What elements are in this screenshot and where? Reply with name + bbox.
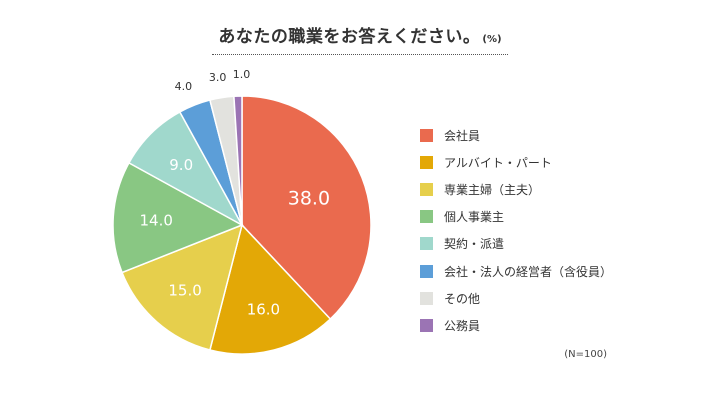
- pie-slice: [241, 95, 372, 321]
- legend-swatch: [420, 318, 433, 332]
- legend-item: 公務員: [420, 312, 612, 339]
- legend-label: 個人事業主: [444, 210, 505, 225]
- legend-swatch: [420, 156, 433, 170]
- chart-legend: 会社員アルバイト・パート 専業主婦（主夫） 個人事業主契約・派遣会社・法人の経営者（…: [420, 122, 612, 339]
- sample-size-label: (N=100): [564, 349, 607, 360]
- legend-item: 専業主婦（主夫）: [420, 176, 612, 203]
- title-dotted-rule: [212, 54, 508, 55]
- legend-swatch: [420, 237, 433, 251]
- pie-data-label: 4.0: [175, 80, 193, 93]
- pie-data-label: 9.0: [169, 156, 193, 174]
- legend-swatch: [420, 183, 433, 197]
- legend-label: その他: [444, 291, 481, 306]
- pie-slice: [121, 223, 244, 351]
- chart-title: あなたの職業をお答えください。 (%): [0, 22, 720, 55]
- legend-item: 会社・法人の経営者（含役員）: [420, 257, 612, 284]
- legend-item: 個人事業主: [420, 203, 612, 230]
- legend-swatch: [420, 129, 433, 143]
- pie-slice: [209, 223, 332, 355]
- pie-slice: [112, 161, 244, 274]
- pie-slice: [233, 95, 243, 226]
- chart-title-unit: (%): [482, 34, 502, 45]
- pie-data-label: 38.0: [288, 188, 330, 210]
- pie-slices: [112, 95, 372, 355]
- legend-item: 会社員: [420, 122, 612, 149]
- pie-data-labels: 38.0 16.0 15.0 14.0 9.0 4.0 3.0 1.0: [139, 68, 330, 318]
- legend-item: その他: [420, 285, 612, 312]
- legend-item: アルバイト・パート: [420, 149, 612, 176]
- legend-swatch: [420, 264, 433, 278]
- chart-title-text: あなたの職業をお答えください。: [218, 27, 481, 47]
- pie-data-label: 15.0: [168, 282, 201, 300]
- legend-label: 専業主婦（主夫）: [444, 183, 541, 198]
- legend-item: 契約・派遣: [420, 230, 612, 257]
- legend-label: 会社員: [444, 129, 481, 144]
- legend-label: 公務員: [444, 318, 481, 333]
- pie-data-label: 14.0: [139, 212, 172, 230]
- legend-label: アルバイト・パート: [444, 156, 552, 171]
- pie-data-label: 1.0: [233, 68, 251, 81]
- legend-swatch: [420, 210, 433, 224]
- legend-label: 契約・派遣: [444, 237, 505, 252]
- legend-swatch: [420, 291, 433, 305]
- pie-data-label: 3.0: [209, 71, 227, 84]
- legend-label: 会社・法人の経営者（含役員）: [444, 264, 613, 279]
- chart-title-block: あなたの職業をお答えください。 (%): [212, 22, 508, 55]
- pie-data-label: 16.0: [247, 300, 280, 318]
